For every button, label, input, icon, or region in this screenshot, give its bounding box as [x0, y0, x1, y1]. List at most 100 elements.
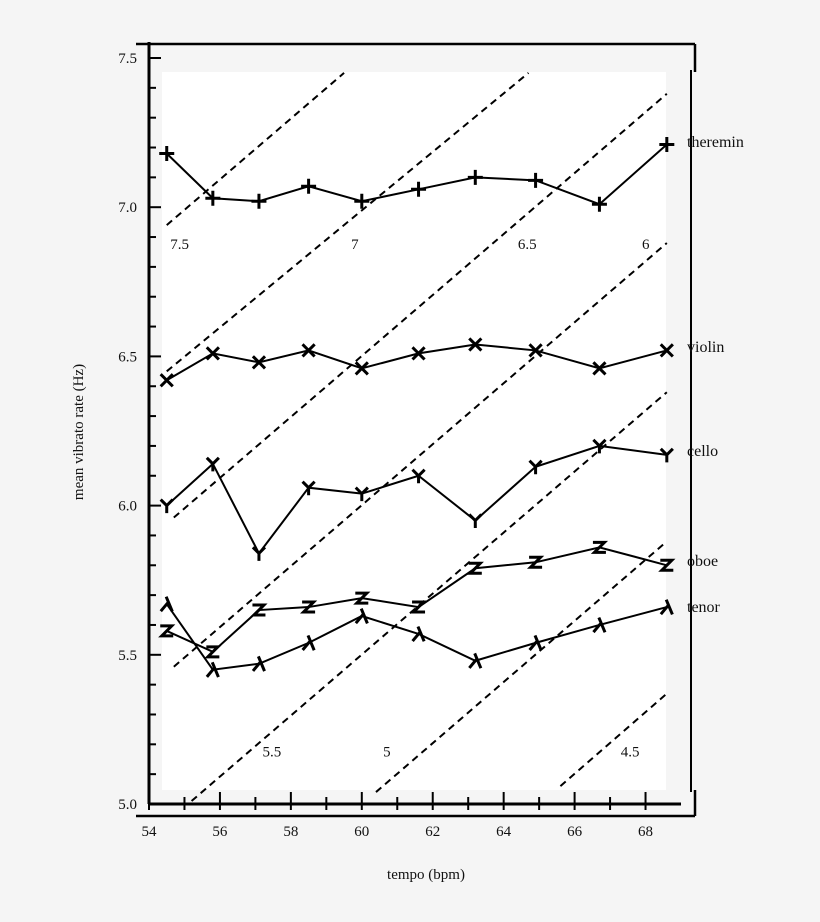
data-point [411, 181, 427, 197]
data-point [467, 169, 483, 185]
marker-stroke [526, 555, 545, 569]
marker-stroke [159, 373, 174, 388]
data-point [466, 561, 484, 575]
x-tick-label: 58 [283, 824, 298, 840]
series-line [166, 343, 668, 382]
marker-stroke [251, 655, 266, 672]
data-point [659, 447, 674, 463]
marker-stroke [659, 137, 675, 153]
data-point [659, 599, 674, 616]
reference-line-label: 5 [383, 744, 391, 760]
data-point [659, 137, 675, 153]
marker-stroke [301, 634, 316, 651]
y-axis-label: mean vibrato rate (Hz) [71, 364, 87, 500]
marker-stroke [466, 561, 484, 575]
marker-stroke [659, 343, 674, 358]
series-line [166, 143, 668, 206]
data-point [251, 355, 267, 370]
data-point [411, 346, 426, 361]
x-tick-label: 56 [212, 824, 228, 840]
marker-stroke [251, 546, 267, 561]
y-tick-label: 5.5 [118, 648, 137, 664]
data-point [251, 655, 266, 672]
data-point [205, 661, 220, 678]
data-point [301, 634, 316, 651]
data-point [354, 486, 369, 502]
marker-stroke [159, 145, 175, 161]
data-point [251, 546, 267, 561]
data-point [159, 498, 174, 514]
series-line [166, 444, 667, 556]
data-point [411, 468, 426, 484]
data-point [159, 596, 174, 613]
y-tick-label: 5.0 [118, 797, 137, 813]
x-tick-label: 60 [354, 824, 369, 840]
marker-stroke [528, 459, 543, 475]
reference-line-label: 7.5 [170, 237, 189, 253]
data-point [526, 555, 545, 569]
data-point [159, 373, 174, 388]
marker-stroke [528, 172, 544, 188]
data-point [590, 540, 609, 554]
series-name-label: oboe [687, 553, 718, 570]
data-point [591, 196, 607, 212]
marker-stroke [159, 498, 174, 514]
marker-stroke [299, 600, 318, 614]
marker-stroke [353, 591, 371, 605]
marker-stroke [205, 661, 220, 678]
marker-stroke [590, 540, 609, 554]
reference-line-label: 4.5 [621, 744, 640, 760]
data-point [250, 603, 268, 617]
data-point [528, 634, 543, 651]
marker-stroke [301, 343, 316, 358]
series-lines [165, 143, 668, 671]
dashed-reference-line [190, 391, 668, 802]
data-point [354, 193, 370, 209]
x-tick-label: 64 [496, 824, 512, 840]
marker-stroke [205, 190, 221, 206]
marker-stroke [528, 634, 543, 651]
data-point [468, 652, 483, 669]
marker-stroke [591, 196, 607, 212]
marker-stroke [251, 355, 267, 370]
data-point [592, 361, 607, 376]
marker-stroke [251, 193, 267, 209]
marker-stroke [158, 624, 176, 638]
data-point [468, 337, 483, 352]
data-point [205, 456, 220, 472]
data-point [354, 361, 369, 376]
plot-area [162, 72, 666, 790]
data-point [468, 513, 483, 529]
x-axis-label: tempo (bpm) [387, 867, 465, 883]
data-point [301, 343, 316, 358]
data-point [301, 178, 317, 194]
marker-stroke [411, 468, 426, 484]
data-point [354, 608, 369, 625]
data-point [659, 343, 674, 358]
data-point [205, 346, 220, 361]
marker-stroke [205, 456, 220, 472]
marker-stroke [467, 169, 483, 185]
data-point [592, 616, 607, 634]
reference-line-label: 7 [351, 237, 359, 253]
x-tick-label: 66 [567, 824, 583, 840]
data-point [528, 172, 544, 188]
marker-stroke [592, 438, 607, 454]
data-point [528, 459, 543, 475]
marker-stroke [411, 181, 427, 197]
y-tick-label: 6.0 [118, 499, 137, 515]
dashed-reference-line [173, 93, 668, 519]
marker-stroke [301, 178, 317, 194]
series-name-label: cello [687, 443, 718, 460]
marker-stroke [159, 596, 174, 613]
y-tick-label: 7.5 [118, 51, 137, 67]
marker-stroke [411, 625, 426, 643]
data-point [205, 190, 221, 206]
x-tick-label: 62 [425, 824, 440, 840]
series-name-label: violin [687, 339, 724, 356]
series-name-label: tenor [687, 599, 721, 616]
dashed-reference-line [375, 540, 668, 793]
series-line [166, 546, 668, 653]
data-point [409, 600, 428, 614]
